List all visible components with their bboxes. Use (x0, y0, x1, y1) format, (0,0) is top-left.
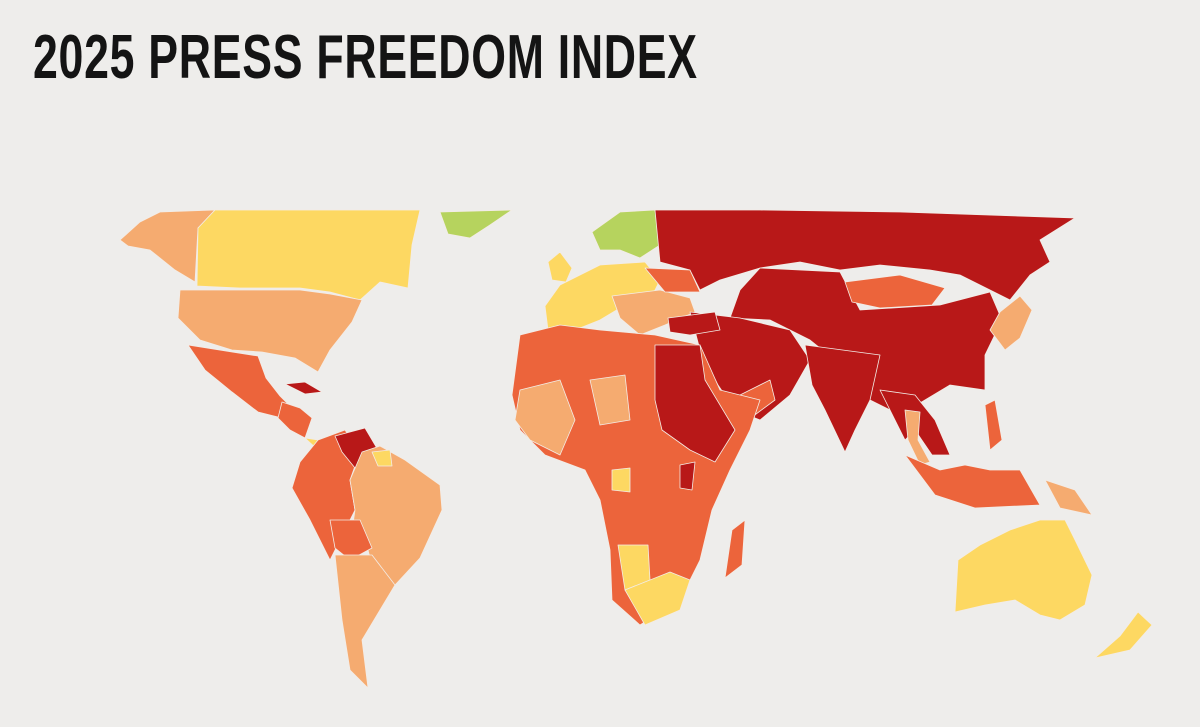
region-egypt-sudan-ethiopia[interactable] (654, 344, 736, 463)
region-australia[interactable] (954, 519, 1093, 621)
region-new-zealand[interactable] (1094, 611, 1153, 659)
region-bolivia[interactable] (329, 519, 373, 561)
region-uk-ireland[interactable] (547, 251, 573, 283)
region-indonesia[interactable] (904, 454, 1041, 509)
region-india[interactable] (804, 344, 881, 453)
region-papua[interactable] (1044, 479, 1093, 516)
region-madagascar[interactable] (724, 519, 746, 579)
region-guianas[interactable] (371, 449, 393, 467)
region-greenland[interactable] (439, 209, 513, 239)
region-scandinavia[interactable] (591, 209, 661, 259)
region-mexico[interactable] (187, 344, 293, 419)
region-uganda[interactable] (679, 461, 696, 491)
region-turkey[interactable] (667, 311, 721, 336)
region-thailand-malaysia[interactable] (904, 409, 931, 466)
region-philippines[interactable] (984, 399, 1003, 451)
page-title: 2025 PRESS FREEDOM INDEX (33, 23, 698, 92)
region-canada[interactable] (196, 209, 421, 301)
region-usa[interactable] (177, 289, 363, 373)
region-sahel[interactable] (589, 374, 631, 426)
region-central-asia-china[interactable] (729, 267, 1003, 416)
region-ukraine-belarus[interactable] (644, 267, 701, 293)
region-japan-korea[interactable] (989, 295, 1033, 351)
region-southern-cone[interactable] (334, 554, 396, 689)
region-south-africa[interactable] (624, 571, 691, 626)
region-west-africa-light[interactable] (514, 379, 576, 456)
region-mongolia[interactable] (844, 274, 946, 309)
region-central-america[interactable] (277, 401, 313, 439)
region-russia[interactable] (654, 209, 1076, 301)
region-cuba[interactable] (284, 381, 323, 395)
region-gabon[interactable] (611, 467, 631, 493)
region-alaska[interactable] (119, 209, 216, 283)
